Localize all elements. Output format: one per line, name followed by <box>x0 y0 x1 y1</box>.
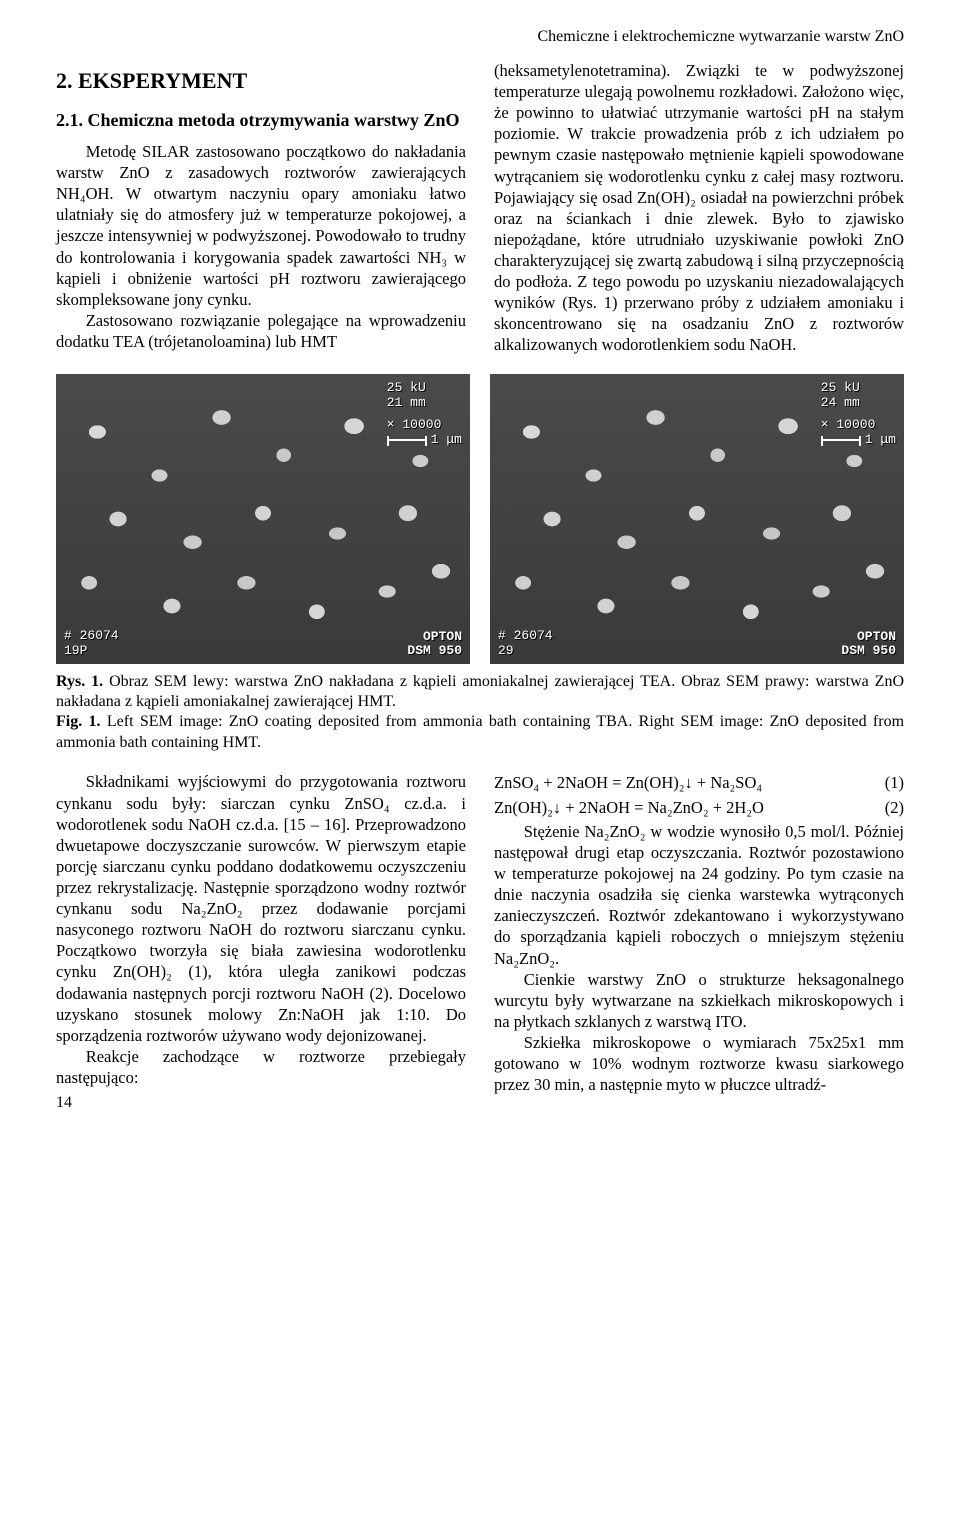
lower-column-right: ZnSO₄ + 2NaOH = Zn(OH)₂↓ + Na₂SO₄ (1) Zn… <box>494 771 904 1112</box>
sem-right-frame-id: # 26074 <box>498 628 553 643</box>
equation-2-number: (2) <box>875 796 904 821</box>
sem-left-instrument-1: OPTON <box>407 630 462 644</box>
scalebar-icon <box>387 439 427 441</box>
sem-left-frame-id: # 26074 <box>64 628 119 643</box>
sem-left-frame-sub: 19P <box>64 643 119 658</box>
scalebar-icon <box>821 439 861 441</box>
sem-right-overlay-top-right: 25 kU 24 mm × 10000 1 μm <box>821 380 896 448</box>
figure-1-caption-en: Left SEM image: ZnO coating deposited fr… <box>56 713 904 750</box>
sem-left-overlay-bottom-right: OPTON DSM 950 <box>407 630 462 657</box>
sem-right-instrument-1: OPTON <box>841 630 896 644</box>
upper-columns: 2. EKSPERYMENT 2.1. Chemiczna metoda otr… <box>56 60 904 356</box>
equation-2: Zn(OH)₂↓ + 2NaOH = Na₂ZnO₂ + 2H₂O (2) <box>494 796 904 821</box>
figure-1-row: 25 kU 21 mm × 10000 1 μm # 26074 19P OPT… <box>56 374 904 664</box>
figure-1-caption-pl: Obraz SEM lewy: warstwa ZnO nakładana z … <box>56 673 904 710</box>
sem-right-overlay-bottom-left: # 26074 29 <box>498 628 553 658</box>
column-right: (heksametylenotetramina). Związki te w p… <box>494 60 904 356</box>
lower-right-paragraph-2: Cienkie warstwy ZnO o strukturze heksago… <box>494 969 904 1032</box>
upper-right-paragraph-1: (heksametylenotetramina). Związki te w p… <box>494 60 904 356</box>
figure-1-caption-pl-label: Rys. 1. <box>56 673 103 690</box>
figure-1-caption: Rys. 1. Obraz SEM lewy: warstwa ZnO nakł… <box>56 672 904 754</box>
figure-1-caption-en-label: Fig. 1. <box>56 713 101 730</box>
running-header: Chemiczne i elektrochemiczne wytwarzanie… <box>56 28 904 46</box>
sem-right-kv: 25 kU <box>821 380 896 396</box>
sem-left-kv: 25 kU <box>387 380 462 396</box>
lower-left-paragraph-2: Reakcje zachodzące w roztworze przebiega… <box>56 1046 466 1088</box>
equation-2-body: Zn(OH)₂↓ + 2NaOH = Na₂ZnO₂ + 2H₂O <box>494 796 764 821</box>
equation-1: ZnSO₄ + 2NaOH = Zn(OH)₂↓ + Na₂SO₄ (1) <box>494 771 904 796</box>
page-root: Chemiczne i elektrochemiczne wytwarzanie… <box>0 0 960 1140</box>
sem-left-wd: 21 mm <box>387 395 462 411</box>
sem-left-overlay-top-right: 25 kU 21 mm × 10000 1 μm <box>387 380 462 448</box>
lower-right-paragraph-3: Szkiełka mikroskopowe o wymiarach 75x25x… <box>494 1032 904 1095</box>
sem-right-mag: × 10000 <box>821 417 876 433</box>
upper-left-paragraph-1: Metodę SILAR zastosowano początkowo do n… <box>56 141 466 310</box>
lower-left-paragraph-1: Składnikami wyjściowymi do przygotowania… <box>56 771 466 1045</box>
section-title: 2. EKSPERYMENT <box>56 68 466 94</box>
page-number: 14 <box>56 1094 466 1112</box>
sem-right-instrument-2: DSM 950 <box>841 644 896 658</box>
equation-1-body: ZnSO₄ + 2NaOH = Zn(OH)₂↓ + Na₂SO₄ <box>494 771 762 796</box>
lower-right-paragraph-1: Stężenie Na₂ZnO₂ w wodzie wynosiło 0,5 m… <box>494 821 904 969</box>
sem-right-frame-sub: 29 <box>498 643 553 658</box>
sem-left-overlay-bottom-left: # 26074 19P <box>64 628 119 658</box>
sem-left-instrument-2: DSM 950 <box>407 644 462 658</box>
sem-image-left: 25 kU 21 mm × 10000 1 μm # 26074 19P OPT… <box>56 374 470 664</box>
sem-right-scale: 1 μm <box>865 432 896 447</box>
lower-column-left: Składnikami wyjściowymi do przygotowania… <box>56 771 466 1112</box>
sem-right-wd: 24 mm <box>821 395 896 411</box>
upper-left-paragraph-2: Zastosowano rozwiązanie polegające na wp… <box>56 310 466 352</box>
sem-image-right: 25 kU 24 mm × 10000 1 μm # 26074 29 OPTO… <box>490 374 904 664</box>
lower-columns: Składnikami wyjściowymi do przygotowania… <box>56 771 904 1112</box>
equation-1-number: (1) <box>875 771 904 796</box>
sem-left-scale: 1 μm <box>431 432 462 447</box>
sem-right-overlay-bottom-right: OPTON DSM 950 <box>841 630 896 657</box>
subsection-title: 2.1. Chemiczna metoda otrzymywania warst… <box>56 110 466 131</box>
sem-left-mag: × 10000 <box>387 417 442 433</box>
column-left: 2. EKSPERYMENT 2.1. Chemiczna metoda otr… <box>56 60 466 356</box>
